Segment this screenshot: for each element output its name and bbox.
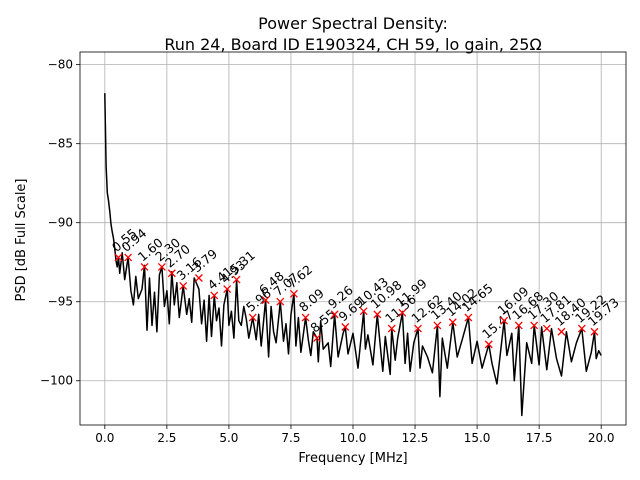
peak-marker-stroke	[542, 324, 551, 333]
peak-marker-stroke	[313, 334, 321, 343]
chart-title: Power Spectral Density:	[258, 14, 448, 33]
y-tick-label: −90	[48, 216, 73, 230]
peak-marker	[157, 262, 166, 271]
peak-marker-stroke	[261, 296, 270, 305]
x-tick-label: 5.0	[219, 431, 238, 445]
peak-marker	[276, 297, 285, 306]
peak-marker	[414, 324, 422, 333]
peak-marker	[301, 313, 310, 322]
x-tick-label: 12.5	[402, 431, 429, 445]
peak-marker-stroke	[414, 324, 422, 333]
peak-marker-stroke	[500, 316, 509, 325]
peak-marker	[341, 323, 350, 331]
peak-marker-stroke	[341, 323, 350, 331]
peak-label: 7.62	[284, 262, 315, 291]
x-tick-label: 15.0	[464, 431, 491, 445]
peak-marker	[577, 324, 586, 333]
peak-marker	[261, 296, 270, 305]
peak-marker	[194, 274, 203, 282]
peak-marker-stroke	[194, 274, 203, 282]
y-tick-label: −100	[40, 374, 73, 388]
peak-marker	[248, 313, 257, 322]
peak-marker	[542, 324, 551, 333]
peak-marker-stroke	[114, 253, 123, 262]
peak-marker	[373, 310, 382, 319]
peak-marker	[398, 308, 407, 317]
peak-marker	[223, 285, 232, 294]
x-tick-label: 20.0	[588, 431, 615, 445]
peak-marker	[590, 327, 599, 336]
peak-marker	[232, 275, 241, 284]
peak-marker	[387, 324, 396, 333]
peak-marker-stroke	[577, 324, 586, 333]
peak-marker	[140, 262, 149, 271]
plot-frame	[79, 51, 627, 426]
peak-markers: 0.550.941.602.302.703.163.794.414.935.31…	[109, 225, 622, 349]
peak-marker-stroke	[330, 310, 339, 319]
peak-marker-stroke	[557, 327, 566, 336]
peak-marker	[359, 307, 368, 316]
x-axis-label: Frequency [MHz]	[298, 451, 407, 466]
peak-marker	[179, 281, 188, 290]
axes: 0.0 2.5 5.0 7.5 10.0 12.5 15.0 17.5 20.0 −100 −95 −…	[40, 51, 627, 445]
x-tick-label: 10.0	[340, 431, 367, 445]
peak-marker-stroke	[464, 313, 473, 322]
peak-marker-stroke	[223, 285, 232, 294]
y-tick-label: −80	[48, 58, 73, 72]
peak-marker	[514, 321, 523, 330]
peak-marker	[114, 253, 123, 262]
peak-marker	[530, 321, 539, 330]
peak-marker-stroke	[167, 269, 176, 278]
peak-marker	[484, 340, 493, 349]
peak-marker-stroke	[179, 281, 188, 290]
peak-marker-stroke	[140, 262, 149, 271]
peak-marker-stroke	[210, 291, 219, 300]
peak-marker-stroke	[232, 275, 241, 284]
peak-marker-stroke	[433, 321, 442, 330]
peak-marker-stroke	[373, 310, 382, 319]
peak-marker	[313, 334, 321, 343]
peak-marker-stroke	[590, 327, 599, 336]
series-layer	[104, 93, 602, 417]
chart-subtitle: Run 24, Board ID E190324, CH 59, lo gain…	[164, 35, 541, 54]
x-tick-label: 0.0	[95, 431, 114, 445]
peak-marker	[557, 327, 566, 336]
peak-marker-stroke	[484, 340, 493, 349]
peak-marker-stroke	[248, 313, 257, 322]
peak-marker-stroke	[276, 297, 285, 306]
peak-marker	[210, 291, 219, 300]
peak-marker-stroke	[359, 307, 368, 316]
peak-marker-stroke	[448, 318, 457, 327]
peak-marker	[433, 321, 442, 330]
psd-series-line	[104, 93, 602, 417]
peak-marker	[289, 289, 298, 298]
peak-marker	[124, 253, 133, 262]
peak-marker	[448, 318, 457, 327]
x-tick-label: 17.5	[526, 431, 553, 445]
peak-marker-stroke	[157, 262, 166, 271]
peak-marker	[330, 310, 339, 319]
peak-marker	[500, 316, 509, 325]
peak-marker-stroke	[530, 321, 539, 330]
grid	[80, 52, 626, 425]
peak-marker-stroke	[301, 313, 310, 322]
y-tick-label: −85	[48, 137, 73, 151]
x-tick-label: 2.5	[157, 431, 176, 445]
y-tick-label: −95	[48, 295, 73, 309]
x-tick-label: 7.5	[281, 431, 300, 445]
peak-marker-stroke	[514, 321, 523, 330]
y-axis-label: PSD [dB Full Scale]	[14, 178, 29, 301]
peak-marker-stroke	[387, 324, 396, 333]
peak-marker	[167, 269, 176, 278]
peak-marker	[464, 313, 473, 322]
peak-marker-stroke	[124, 253, 133, 262]
peak-marker-stroke	[398, 308, 407, 317]
peak-marker-stroke	[289, 289, 298, 298]
